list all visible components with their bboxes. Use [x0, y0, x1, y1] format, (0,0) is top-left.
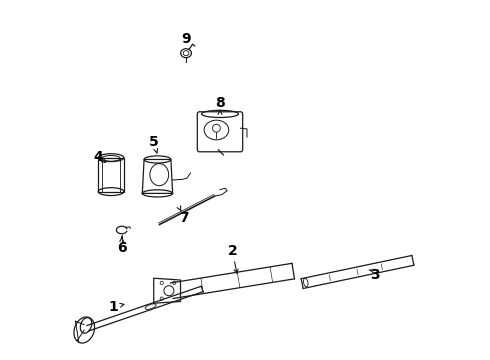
Bar [98, 158, 124, 192]
Text: 9: 9 [181, 32, 191, 46]
Text: 7: 7 [179, 211, 189, 225]
Text: 2: 2 [228, 244, 237, 258]
Text: 6: 6 [117, 241, 126, 255]
Text: 8: 8 [215, 96, 225, 110]
Text: 5: 5 [149, 135, 159, 149]
Text: 3: 3 [370, 268, 380, 282]
Text: 1: 1 [108, 300, 118, 314]
Text: 4: 4 [94, 150, 103, 164]
